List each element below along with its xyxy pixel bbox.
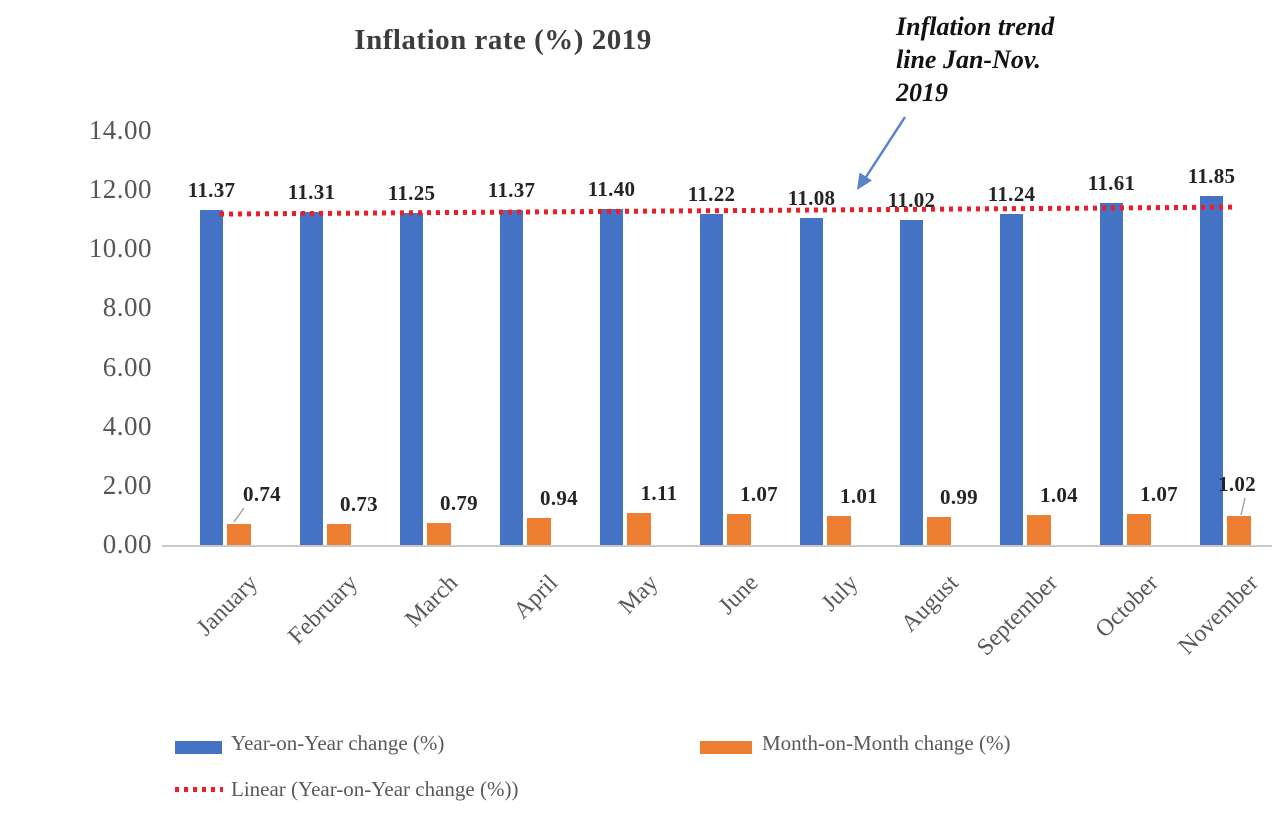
label-leader-line	[233, 507, 245, 523]
trendline-annotation: Inflation trend line Jan-Nov. 2019	[896, 10, 1136, 109]
chart-title: Inflation rate (%) 2019	[354, 24, 652, 56]
bar-mom-february	[327, 524, 351, 546]
value-label-mom: 1.11	[640, 481, 678, 506]
value-label-yoy: 11.22	[687, 182, 736, 207]
value-label-yoy: 11.61	[1087, 170, 1136, 195]
y-tick-label: 0.00	[102, 529, 152, 559]
month-label-june: June	[713, 570, 764, 620]
value-label-yoy: 11.37	[487, 177, 536, 202]
legend-label: Linear (Year-on-Year change (%))	[231, 777, 519, 801]
y-tick-label: 4.00	[102, 410, 152, 441]
bar-mom-september	[1027, 515, 1051, 546]
y-tick-label: 2.00	[102, 469, 152, 500]
bar-mom-july	[827, 516, 851, 546]
bar-mom-august	[927, 516, 951, 546]
legend-swatch-trendline	[175, 787, 223, 792]
value-label-mom: 0.79	[440, 490, 478, 515]
month-label-november: November	[1173, 570, 1264, 661]
bar-mom-november	[1227, 515, 1251, 546]
y-tick-label: 12.00	[88, 174, 152, 205]
value-label-mom: 0.74	[243, 482, 281, 507]
month-label-september: September	[972, 570, 1064, 661]
value-label-mom: 0.99	[940, 484, 978, 509]
value-label-yoy: 11.24	[987, 181, 1036, 206]
value-label-yoy: 11.25	[387, 181, 436, 206]
month-label-july: July	[816, 570, 864, 617]
value-label-yoy: 11.37	[187, 177, 236, 202]
bar-mom-june	[727, 514, 751, 546]
month-label-february: February	[283, 570, 364, 650]
y-tick-label: 8.00	[102, 292, 152, 323]
bar-yoy-june	[700, 214, 723, 546]
bar-mom-march	[427, 522, 451, 546]
value-label-mom: 0.94	[540, 486, 578, 511]
bar-yoy-march	[400, 213, 423, 546]
bar-yoy-may	[600, 208, 623, 546]
bar-mom-october	[1127, 514, 1151, 546]
value-label-yoy: 11.02	[887, 188, 936, 213]
bar-mom-january	[227, 524, 251, 546]
value-label-yoy: 11.31	[287, 179, 336, 204]
x-axis-line	[162, 545, 1272, 547]
value-label-mom: 0.73	[340, 492, 378, 517]
value-label-yoy: 11.40	[587, 176, 636, 201]
legend-swatch-mom	[700, 741, 752, 754]
value-label-mom: 1.02	[1218, 471, 1256, 496]
value-label-mom: 1.01	[840, 484, 878, 509]
month-label-march: March	[400, 570, 464, 633]
bar-yoy-september	[1000, 213, 1023, 546]
value-label-mom: 1.07	[1140, 482, 1178, 507]
month-label-october: October	[1090, 570, 1164, 644]
y-tick-label: 14.00	[88, 115, 152, 145]
annotation-arrow-line	[864, 116, 907, 178]
bar-yoy-january	[200, 209, 223, 546]
bar-mom-may	[627, 513, 651, 546]
value-label-mom: 1.04	[1040, 483, 1078, 508]
annotation-line: line Jan-Nov.	[896, 45, 1041, 74]
bar-yoy-february	[300, 211, 323, 546]
value-label-yoy: 11.08	[787, 186, 836, 211]
bar-yoy-august	[900, 220, 923, 546]
legend-label: Month-on-Month change (%)	[762, 731, 1011, 755]
bar-yoy-april	[500, 209, 523, 546]
legend-label: Year-on-Year change (%)	[231, 731, 445, 755]
linear-trendline	[219, 204, 1238, 217]
month-label-august: August	[895, 570, 964, 638]
annotation-line: 2019	[896, 78, 948, 107]
value-label-mom: 1.07	[740, 482, 778, 507]
month-label-january: January	[192, 570, 264, 642]
bar-yoy-july	[800, 218, 823, 546]
bar-yoy-november	[1200, 195, 1223, 546]
value-label-yoy: 11.85	[1187, 163, 1236, 188]
label-leader-line	[1240, 497, 1246, 516]
month-label-may: May	[613, 570, 664, 620]
bar-mom-april	[527, 518, 551, 546]
bar-yoy-october	[1100, 202, 1123, 546]
annotation-line: Inflation trend	[896, 12, 1055, 41]
y-tick-label: 10.00	[88, 233, 152, 264]
month-label-april: April	[509, 570, 564, 625]
legend-swatch-yoy	[175, 741, 222, 754]
y-tick-label: 6.00	[102, 351, 152, 382]
